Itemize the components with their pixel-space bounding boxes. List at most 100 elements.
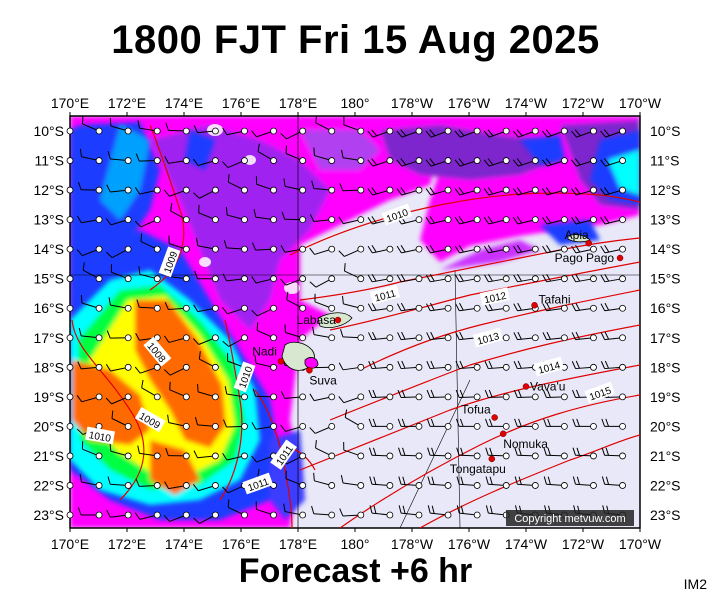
wind-barb-flag [397, 361, 402, 369]
station-point [502, 245, 510, 253]
latitude-label: 20°S [33, 418, 64, 434]
wind-barb-flag [574, 187, 581, 195]
wind-barb-flag [257, 143, 260, 152]
station-point [590, 452, 597, 460]
wind-barb-flag [163, 189, 170, 197]
station-point [241, 216, 248, 224]
station-point [328, 363, 336, 371]
station-point [153, 482, 161, 489]
station-point [386, 186, 394, 194]
wind-barb-flag [512, 130, 519, 138]
station-point [212, 304, 219, 312]
place-name: Tongatapu [450, 462, 506, 476]
longitude-label: 174°E [165, 536, 203, 552]
wind-barb-flag [401, 331, 406, 340]
station-point [299, 482, 307, 489]
station-point [502, 216, 510, 224]
wind-barb-flag [283, 503, 286, 512]
wind-barb-flag [369, 505, 373, 514]
wind-barb-flag [572, 389, 576, 398]
wind-barb-flag [368, 389, 373, 398]
station-point [270, 186, 277, 194]
station-point [95, 511, 103, 519]
wind-barb-flag [514, 418, 518, 427]
wind-barb-flag [546, 273, 552, 282]
station-point [386, 304, 394, 312]
station-point [386, 393, 394, 401]
wind-barb-flag [309, 281, 317, 288]
wind-barb-flag [193, 192, 200, 199]
station-point [124, 363, 132, 371]
station-point [270, 157, 277, 164]
station-point [386, 127, 394, 135]
wind-barb-flag [78, 328, 82, 337]
station-point [95, 157, 103, 164]
precipitation-field [70, 116, 640, 528]
station-point [590, 334, 597, 342]
wind-barb-flag [313, 147, 315, 156]
wind-barb-flag [338, 216, 344, 224]
wind-barb-flag [281, 211, 286, 220]
wind-barb-flag [367, 217, 373, 225]
station-point [212, 452, 219, 460]
wind-barb-flag [456, 505, 460, 514]
station-point [560, 452, 568, 460]
wind-barb-flag [195, 237, 199, 246]
station-point [328, 482, 336, 489]
station-point [560, 275, 568, 283]
wind-barb-flag [455, 389, 460, 398]
wind-barb-flag [251, 130, 257, 138]
wind-barb-flag [368, 332, 373, 340]
station-point [386, 363, 394, 371]
station-point [153, 363, 161, 371]
station-point [124, 304, 132, 312]
station-point [560, 482, 568, 489]
place-name: Pago Pago [555, 251, 615, 265]
wind-barb-flag [256, 322, 259, 331]
station-point [182, 422, 190, 430]
wind-barb-flag [460, 447, 464, 456]
station-point [386, 511, 394, 519]
wind-barb-flag [224, 386, 228, 395]
station-point [531, 422, 539, 430]
station-point [270, 245, 277, 253]
station-point [415, 245, 423, 253]
wind-barb-flag [170, 202, 173, 211]
latitude-label: 16°S [650, 300, 681, 316]
wind-barb-flag [197, 383, 199, 392]
station-point [241, 511, 248, 519]
longitude-label: 176°W [448, 536, 491, 552]
longitude-label: 178°E [279, 536, 317, 552]
place-labels: Apia Pago Pago Tafahi Labasa Nadi Suva Vava'u T… [252, 228, 624, 476]
longitude-label: 176°E [222, 536, 260, 552]
wind-barb-flag [543, 418, 547, 427]
wind-barb-flag [372, 331, 377, 340]
longitude-label: 170°W [619, 536, 662, 552]
station-point [212, 157, 219, 164]
station-point [270, 422, 277, 430]
station-point [619, 245, 626, 253]
station-point [473, 511, 481, 519]
wind-barb-flag [426, 361, 431, 369]
isobar-label: 1012 [479, 287, 510, 306]
station-point [182, 275, 190, 283]
wind-barb-flag [400, 158, 407, 166]
station-point [590, 363, 597, 371]
station-point [560, 304, 568, 312]
station-point [299, 275, 307, 283]
station-point [531, 127, 539, 135]
wind-barb-flag [575, 302, 581, 311]
wind-barb-flag [400, 302, 406, 311]
station-point [212, 422, 219, 430]
wind-barb-flag [425, 245, 431, 254]
wind-barb-flag [456, 447, 460, 456]
wind-barb-flag [571, 361, 576, 369]
station-point [153, 511, 161, 519]
latitude-labels-left: 10°S 11°S 12°S 13°S 14°S 15°S 16°S 17°S 18°S 19°S… [33, 123, 64, 523]
wind-barb-flag [547, 418, 551, 427]
wind-barb-flag [483, 130, 490, 138]
wind-barb-flag [459, 302, 464, 311]
station-point [66, 275, 74, 283]
place-marker [277, 358, 285, 365]
wind-barb-flag [575, 331, 580, 340]
